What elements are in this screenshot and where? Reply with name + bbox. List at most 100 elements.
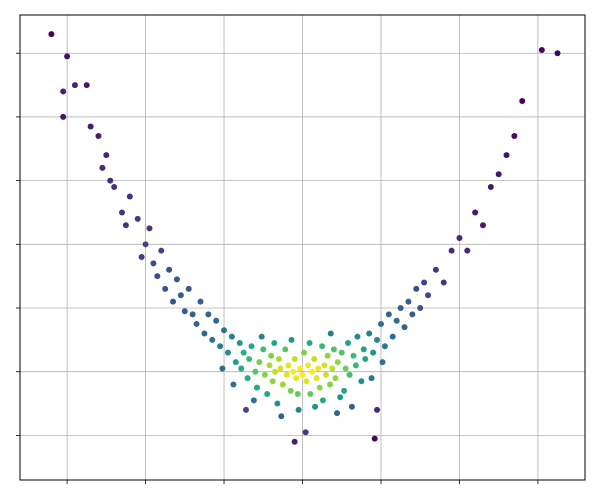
point	[264, 391, 271, 398]
point	[275, 355, 282, 362]
point	[173, 276, 180, 283]
point	[308, 368, 315, 375]
point	[99, 164, 106, 171]
point	[417, 305, 424, 312]
point	[71, 82, 78, 89]
point	[266, 362, 273, 369]
point	[324, 352, 331, 359]
point	[425, 292, 432, 299]
point	[291, 355, 298, 362]
point	[299, 371, 306, 378]
point	[337, 394, 344, 401]
point	[315, 365, 322, 372]
point	[240, 349, 247, 356]
point	[377, 320, 384, 327]
point	[162, 285, 169, 292]
point	[495, 171, 502, 178]
point	[271, 340, 278, 347]
point	[316, 384, 323, 391]
point	[217, 343, 224, 350]
point	[181, 308, 188, 315]
point	[232, 359, 239, 366]
point	[64, 53, 71, 60]
point	[224, 349, 231, 356]
point	[379, 359, 386, 366]
point	[119, 209, 126, 216]
point	[197, 298, 204, 305]
point	[209, 336, 216, 343]
point	[413, 285, 420, 292]
point	[432, 266, 439, 273]
point	[346, 371, 353, 378]
point	[87, 123, 94, 130]
point	[283, 371, 290, 378]
point	[258, 333, 265, 340]
point	[327, 330, 334, 337]
point	[285, 362, 292, 369]
point	[381, 343, 388, 350]
point	[332, 375, 339, 382]
point	[511, 133, 518, 140]
point	[360, 346, 367, 353]
point	[236, 340, 243, 347]
point	[472, 209, 479, 216]
point	[185, 285, 192, 292]
point	[189, 311, 196, 318]
point	[366, 330, 373, 337]
point	[193, 320, 200, 327]
point	[503, 152, 510, 159]
point	[319, 397, 326, 404]
point	[272, 368, 279, 375]
point	[288, 336, 295, 343]
point	[260, 346, 267, 353]
point	[342, 365, 349, 372]
point	[274, 400, 281, 407]
point	[341, 387, 348, 394]
point	[297, 365, 304, 372]
point	[421, 279, 428, 286]
point	[213, 317, 220, 324]
point	[345, 340, 352, 347]
point	[368, 375, 375, 382]
point	[246, 355, 253, 362]
point	[319, 343, 326, 350]
point	[321, 362, 328, 369]
point	[554, 50, 561, 57]
point	[385, 311, 392, 318]
point	[201, 330, 208, 337]
point	[348, 403, 355, 410]
point	[146, 225, 153, 232]
point	[238, 365, 245, 372]
point	[302, 429, 309, 436]
point	[370, 349, 377, 356]
point	[244, 375, 251, 382]
point	[334, 410, 341, 417]
point	[48, 31, 55, 38]
point	[303, 378, 310, 385]
point	[464, 247, 471, 254]
point	[440, 279, 447, 286]
point	[107, 177, 114, 184]
point	[371, 435, 378, 442]
point	[126, 193, 133, 200]
point	[219, 365, 226, 372]
point	[95, 133, 102, 140]
point	[294, 391, 301, 398]
point	[313, 375, 320, 382]
point	[362, 355, 369, 362]
point	[230, 381, 237, 388]
point	[291, 438, 298, 445]
point	[279, 381, 286, 388]
point	[448, 247, 455, 254]
point	[278, 413, 285, 420]
point	[221, 327, 228, 334]
point	[487, 183, 494, 190]
point	[334, 359, 341, 366]
point	[138, 254, 145, 261]
point	[354, 333, 361, 340]
point	[166, 266, 173, 273]
point	[307, 391, 314, 398]
point	[170, 298, 177, 305]
point	[338, 349, 345, 356]
